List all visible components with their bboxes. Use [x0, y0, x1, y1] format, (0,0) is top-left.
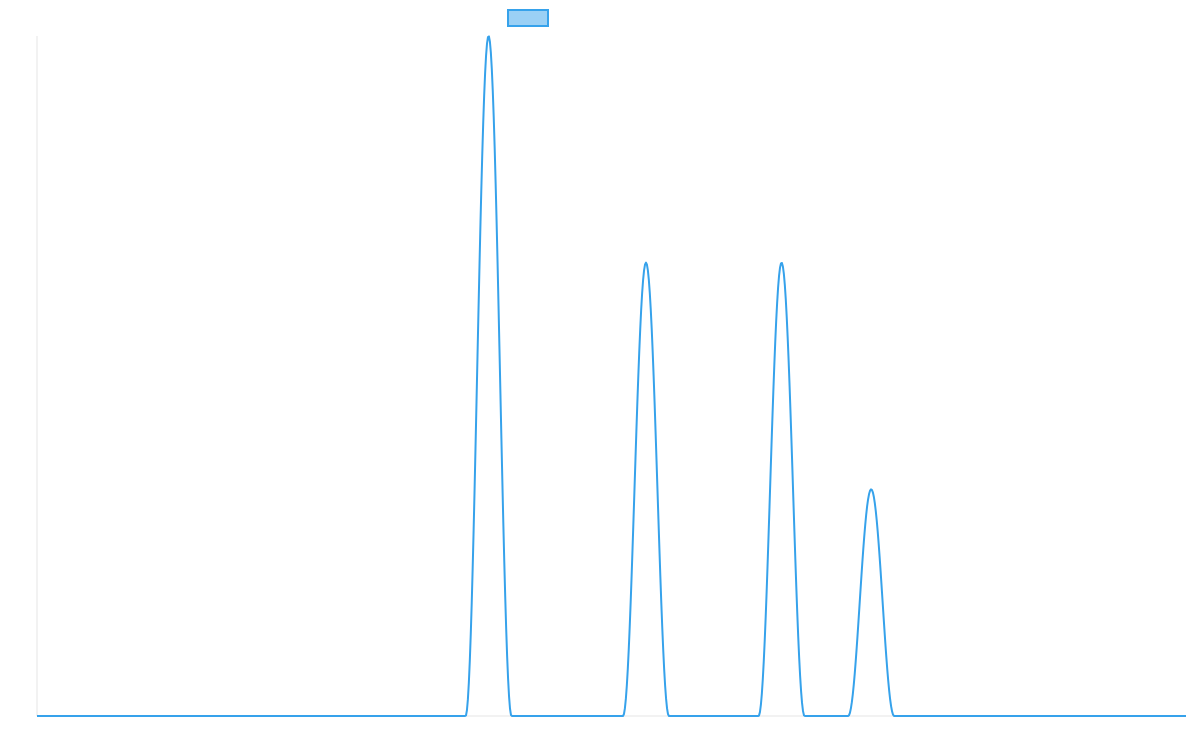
legend[interactable] [507, 9, 549, 27]
axes [36, 36, 1186, 717]
series-layer [36, 35, 1187, 717]
series-line-0 [36, 35, 1187, 717]
legend-swatch-0[interactable] [507, 9, 549, 27]
